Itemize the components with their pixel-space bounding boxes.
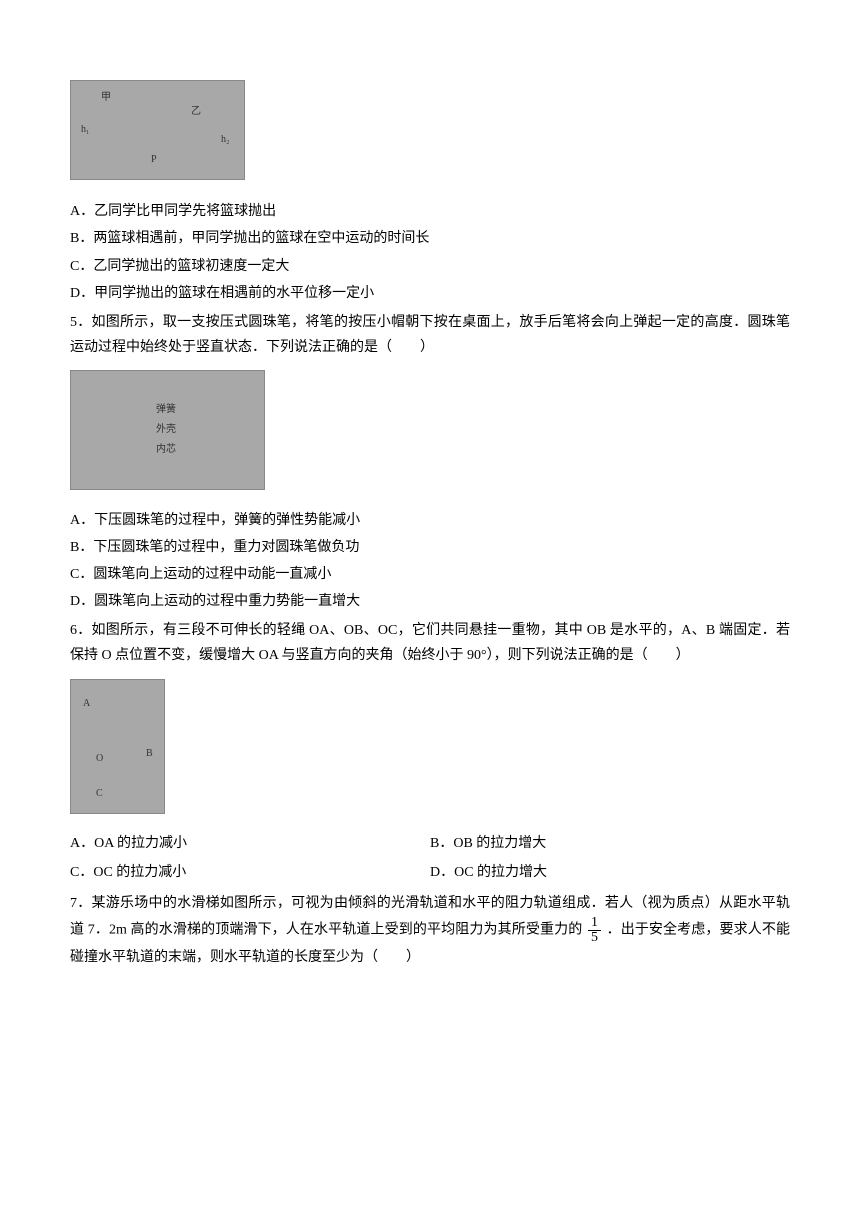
q4-option-b: B．两篮球相遇前，甲同学抛出的篮球在空中运动的时间长 [70,226,790,251]
q6-option-d: D．OC 的拉力增大 [430,860,790,885]
q5-option-b: B．下压圆珠笔的过程中，重力对圆珠笔做负功 [70,535,790,560]
q6-figure: A O B C [70,679,165,814]
q5-option-c: C．圆珠笔向上运动的过程中动能一直减小 [70,562,790,587]
q6-options: A．OA 的拉力减小 B．OB 的拉力增大 C．OC 的拉力减小 D．OC 的拉… [70,829,790,887]
q6-option-c: C．OC 的拉力减小 [70,860,430,885]
q5-option-a: A．下压圆珠笔的过程中，弹簧的弹性势能减小 [70,508,790,533]
q5-option-d: D．圆珠笔向上运动的过程中重力势能一直增大 [70,589,790,614]
q6-option-b: B．OB 的拉力增大 [430,831,790,856]
q4-option-c: C．乙同学抛出的篮球初速度一定大 [70,254,790,279]
q4-figure: 甲 乙 h₁ h₂ P [70,80,245,180]
q6-option-a: A．OA 的拉力减小 [70,831,430,856]
q4-option-a: A．乙同学比甲同学先将篮球抛出 [70,199,790,224]
q7-fraction: 1 5 [588,916,601,945]
q4-option-d: D．甲同学抛出的篮球在相遇前的水平位移一定小 [70,281,790,306]
q5-stem: 5．如图所示，取一支按压式圆珠笔，将笔的按压小帽朝下按在桌面上，放手后笔将会向上… [70,310,790,360]
q7-frac-den: 5 [588,931,601,945]
q5-figure: 弹簧 外壳 内芯 [70,370,265,490]
q6-stem: 6．如图所示，有三段不可伸长的轻绳 OA、OB、OC，它们共同悬挂一重物，其中 … [70,618,790,668]
q7-frac-num: 1 [588,916,601,931]
q7-stem: 7．某游乐场中的水滑梯如图所示，可视为由倾斜的光滑轨道和水平的阻力轨道组成．若人… [70,891,790,970]
